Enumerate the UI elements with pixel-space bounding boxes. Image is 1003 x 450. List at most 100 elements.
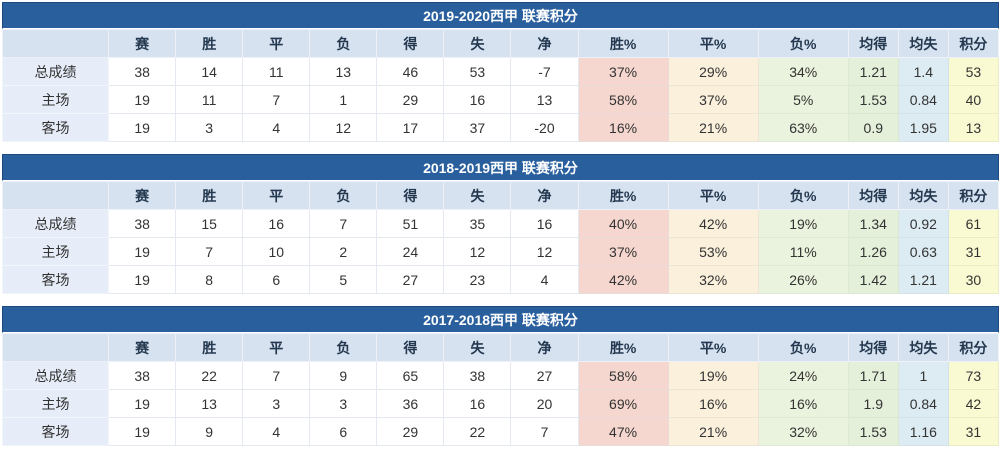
column-header: 得 (376, 181, 445, 210)
column-header: 均失 (897, 333, 949, 362)
data-cell: 1.53 (847, 85, 899, 114)
data-cell: 4 (242, 113, 311, 142)
data-cell: 0.92 (897, 209, 949, 238)
column-header: 平 (242, 181, 311, 210)
data-cell: 13 (309, 57, 378, 86)
header-row: 赛胜平负得失净胜% 平% 负% 均得 均失 积分 (1, 29, 1000, 58)
column-header: 失 (443, 333, 512, 362)
table-row: 总成绩 38 15 16 7 51 35 16 40% 42% 19% 1.34 0.92 61 (1, 209, 1000, 238)
header-row: 赛胜平负得失净胜% 平% 负% 均得 均失 积分 (1, 333, 1000, 362)
data-cell: 19% (667, 361, 759, 390)
data-cell: 1.16 (897, 417, 949, 446)
data-cell: 0.9 (847, 113, 899, 142)
column-header: 平% (667, 181, 759, 210)
data-cell: 36 (376, 389, 445, 418)
data-cell: 19 (108, 417, 177, 446)
data-cell: 12 (510, 237, 579, 266)
data-cell: 19 (108, 113, 177, 142)
data-cell: 30 (947, 265, 1000, 294)
data-cell: 11 (175, 85, 244, 114)
row-label: 主场 (1, 237, 110, 266)
data-cell: 16 (242, 209, 311, 238)
data-cell: 21% (667, 417, 759, 446)
league-points-table: 赛胜平负得失净胜% 平% 负% 均得 均失 积分 总成绩 38 22 7 9 65 38 27 58% 19%… (1, 333, 1000, 446)
data-cell: 4 (510, 265, 579, 294)
table-row: 主场 19 7 10 2 24 12 12 37% 53% 11% 1.26 0.63 31 (1, 237, 1000, 266)
row-label: 总成绩 (1, 361, 110, 390)
season-table-2019-2020: 2019-2020西甲 联赛积分 赛胜平负得失净胜% 平% 负% 均得 均失 积分 总成绩 3… (1, 2, 1000, 142)
data-cell: 16% (757, 389, 849, 418)
table-title: 2017-2018西甲 联赛积分 (2, 306, 999, 333)
data-cell: 38 (443, 361, 512, 390)
data-cell: 29 (376, 85, 445, 114)
data-cell: 22 (443, 417, 512, 446)
data-cell: 35 (443, 209, 512, 238)
data-cell: 65 (376, 361, 445, 390)
data-cell: 22 (175, 361, 244, 390)
data-cell: 32% (667, 265, 759, 294)
data-cell: 0.84 (897, 85, 949, 114)
data-cell: 1 (897, 361, 949, 390)
row-label-header (1, 181, 110, 210)
data-cell: 29 (376, 417, 445, 446)
data-cell: 31 (947, 417, 1000, 446)
season-table-2017-2018: 2017-2018西甲 联赛积分 赛胜平负得失净胜% 平% 负% 均得 均失 积分 总成绩 3… (1, 306, 1000, 446)
data-cell: 13 (947, 113, 1000, 142)
data-cell: 1.42 (847, 265, 899, 294)
column-header: 失 (443, 181, 512, 210)
column-header: 均得 (847, 333, 899, 362)
data-cell: 53 (947, 57, 1000, 86)
data-cell: 42 (947, 389, 1000, 418)
column-header: 净 (510, 29, 579, 58)
column-header: 均失 (897, 181, 949, 210)
data-cell: 21% (667, 113, 759, 142)
column-header: 赛 (108, 333, 177, 362)
table-row: 客场 19 8 6 5 27 23 4 42% 32% 26% 1.42 1.21 30 (1, 265, 1000, 294)
column-header: 平 (242, 333, 311, 362)
data-cell: 34% (757, 57, 849, 86)
data-cell: 7 (510, 417, 579, 446)
data-cell: 4 (242, 417, 311, 446)
data-cell: 7 (175, 237, 244, 266)
league-points-table: 赛胜平负得失净胜% 平% 负% 均得 均失 积分 总成绩 38 15 16 7 51 35 16 40% 42… (1, 181, 1000, 294)
data-cell: 2 (309, 237, 378, 266)
data-cell: 16% (667, 389, 759, 418)
data-cell: 73 (947, 361, 1000, 390)
data-cell: 6 (242, 265, 311, 294)
table-row: 主场 19 13 3 3 36 16 20 69% 16% 16% 1.9 0.84 42 (1, 389, 1000, 418)
column-header: 平% (667, 29, 759, 58)
data-cell: 37% (577, 57, 669, 86)
data-cell: 27 (376, 265, 445, 294)
table-row: 总成绩 38 22 7 9 65 38 27 58% 19% 24% 1.71 1 73 (1, 361, 1000, 390)
data-cell: 1 (309, 85, 378, 114)
data-cell: 19 (108, 389, 177, 418)
data-cell: 19% (757, 209, 849, 238)
data-cell: 19 (108, 265, 177, 294)
data-cell: 26% (757, 265, 849, 294)
data-cell: 10 (242, 237, 311, 266)
data-cell: 0.84 (897, 389, 949, 418)
data-cell: 1.21 (897, 265, 949, 294)
data-cell: 1.95 (897, 113, 949, 142)
data-cell: 53% (667, 237, 759, 266)
column-header: 负% (757, 181, 849, 210)
data-cell: 16 (443, 389, 512, 418)
data-cell: 17 (376, 113, 445, 142)
data-cell: 46 (376, 57, 445, 86)
data-cell: 8 (175, 265, 244, 294)
data-cell: 1.34 (847, 209, 899, 238)
data-cell: 38 (108, 57, 177, 86)
data-cell: 15 (175, 209, 244, 238)
column-header: 胜% (577, 333, 669, 362)
column-header: 胜 (175, 333, 244, 362)
data-cell: 19 (108, 85, 177, 114)
row-label: 客场 (1, 265, 110, 294)
column-header: 净 (510, 333, 579, 362)
row-label-header (1, 29, 110, 58)
data-cell: 7 (242, 85, 311, 114)
data-cell: 1.9 (847, 389, 899, 418)
data-cell: 24% (757, 361, 849, 390)
data-cell: 37% (667, 85, 759, 114)
data-cell: 58% (577, 361, 669, 390)
